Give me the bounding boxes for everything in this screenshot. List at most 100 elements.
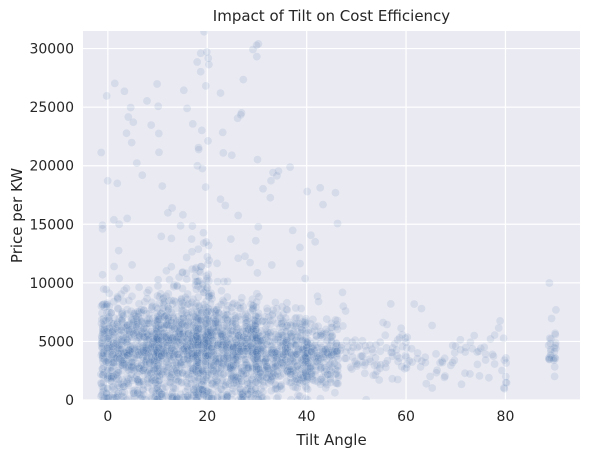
scatter-point [137, 314, 146, 324]
scatter-point [103, 356, 112, 365]
scatter-point [145, 334, 154, 344]
scatter-point [98, 329, 107, 339]
scatter-point [154, 321, 163, 331]
scatter-point [113, 340, 122, 349]
scatter-point [154, 387, 164, 397]
scatter-point [105, 363, 115, 373]
scatter-point [154, 148, 164, 157]
scatter-point [158, 328, 167, 338]
scatter-point [333, 362, 343, 371]
scatter-point [101, 316, 111, 325]
scatter-point [124, 330, 134, 339]
scatter-point [159, 324, 168, 333]
scatter-point [107, 377, 116, 386]
scatter-point [98, 300, 107, 310]
scatter-point [132, 353, 141, 363]
scatter-point [113, 389, 123, 398]
scatter-point [226, 234, 236, 244]
scatter-point [104, 302, 114, 311]
scatter-point [144, 320, 154, 329]
scatter-point [233, 211, 243, 220]
scatter-point [112, 336, 121, 346]
scatter-point [101, 357, 111, 367]
scatter-point [127, 315, 136, 325]
scatter-point [159, 293, 168, 303]
scatter-point [134, 350, 144, 360]
scatter-point [147, 385, 157, 394]
scatter-point [122, 321, 131, 330]
scatter-point [122, 372, 132, 382]
scatter-point [120, 87, 129, 96]
scatter-point [98, 364, 107, 374]
scatter-point [149, 342, 159, 352]
scatter-point [158, 362, 168, 371]
scatter-point [98, 220, 107, 230]
scatter-point [119, 286, 129, 295]
scatter-point [144, 358, 154, 368]
scatter-point [98, 339, 107, 349]
scatter-point [112, 393, 121, 400]
scatter-point [100, 329, 109, 338]
scatter-point [99, 378, 108, 387]
scatter-point [146, 368, 156, 378]
scatter-point [118, 359, 128, 368]
scatter-point [142, 344, 151, 353]
scatter-point [300, 274, 310, 283]
scatter-point [97, 301, 106, 311]
scatter-point [108, 358, 117, 368]
scatter-point [145, 364, 154, 374]
scatter-point [143, 370, 153, 380]
scatter-point [98, 342, 108, 351]
scatter-point [151, 351, 160, 361]
scatter-point [102, 343, 112, 353]
scatter-point [148, 329, 158, 339]
scatter-point [155, 376, 164, 385]
scatter-point [109, 338, 118, 348]
scatter-point [114, 349, 123, 359]
scatter-point [113, 351, 122, 360]
scatter-point [382, 320, 392, 329]
scatter-point [144, 285, 154, 295]
scatter-point [121, 333, 131, 343]
scatter-point [108, 338, 118, 348]
scatter-point [110, 358, 119, 367]
scatter-point [116, 325, 126, 335]
scatter-point [157, 393, 167, 400]
scatter-point [114, 387, 123, 397]
scatter-point [107, 351, 116, 361]
scatter-point [127, 260, 137, 270]
scatter-point [302, 187, 312, 196]
scatter-point [153, 275, 163, 284]
scatter-point [142, 354, 151, 364]
scatter-point [167, 262, 176, 271]
scatter-point [98, 357, 108, 367]
scatter-point [196, 67, 205, 76]
scatter-points [96, 31, 561, 400]
scatter-point [121, 323, 131, 333]
scatter-point [113, 368, 122, 377]
scatter-point [99, 383, 108, 393]
scatter-point [114, 378, 123, 388]
scatter-point [147, 348, 157, 357]
scatter-point [386, 299, 396, 309]
scatter-point [103, 349, 112, 358]
scatter-point [103, 313, 113, 323]
scatter-point [137, 337, 146, 347]
scatter-point [103, 374, 112, 384]
scatter-point [133, 375, 142, 384]
scatter-point [159, 387, 169, 396]
scatter-point [147, 327, 156, 336]
scatter-point [315, 183, 325, 193]
scatter-point [146, 342, 156, 351]
scatter-point [152, 334, 162, 344]
scatter-point [401, 333, 410, 343]
scatter-point [104, 328, 113, 337]
scatter-point [104, 308, 114, 317]
scatter-point [99, 320, 108, 329]
scatter-point [127, 345, 137, 354]
scatter-point [100, 321, 109, 331]
scatter-point [152, 361, 161, 371]
scatter-point [136, 390, 145, 400]
scatter-point [124, 363, 133, 372]
scatter-point [113, 304, 123, 314]
